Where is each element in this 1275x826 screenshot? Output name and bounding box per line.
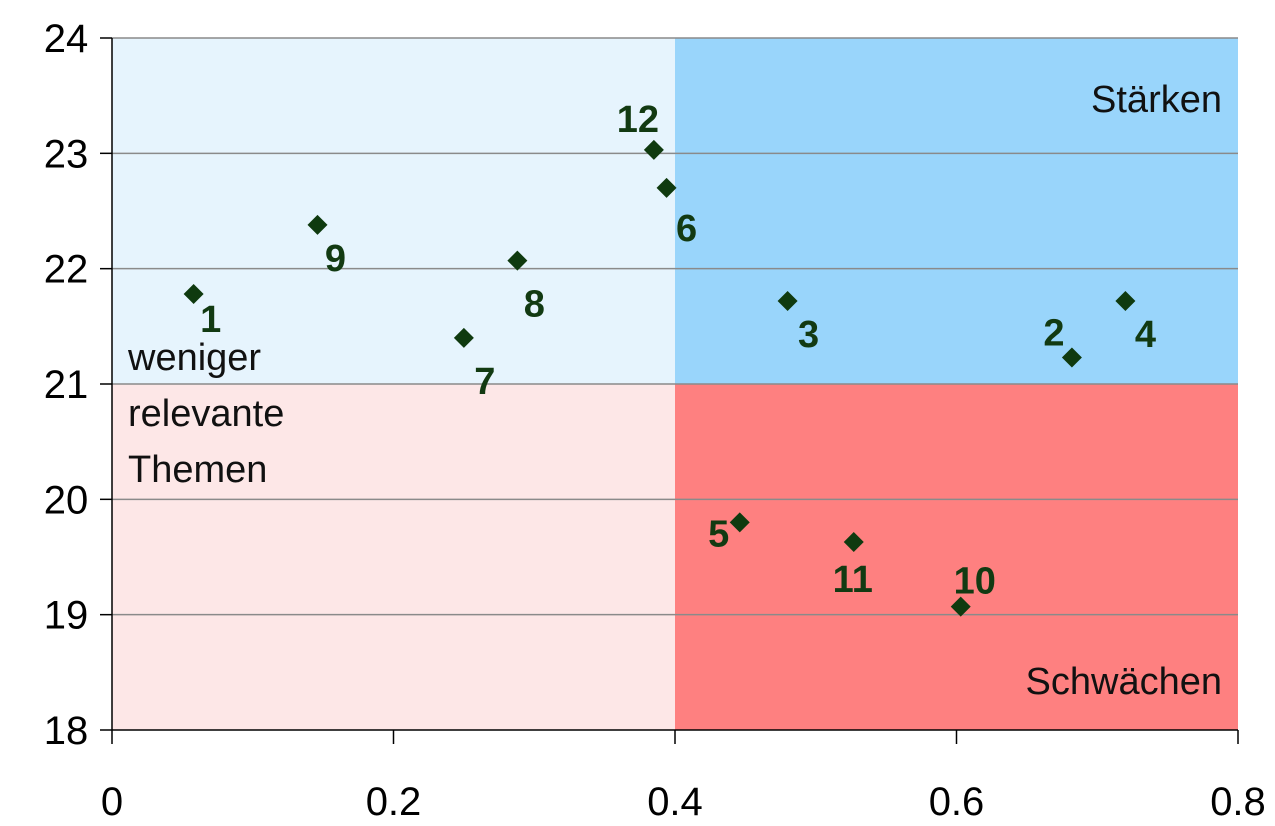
data-point-label: 4 [1135,314,1156,356]
data-point-1 [183,284,204,305]
x-tick-label: 0 [101,780,123,824]
y-tick-label: 22 [44,248,89,292]
y-tick-label: 23 [44,132,89,176]
data-point-10 [950,596,971,617]
quadrant-labels: Stärken Schwächen weniger relevante Themen [127,79,1222,703]
axes [100,37,1239,744]
y-tick-label: 18 [44,709,89,753]
zone-label-weniger-relevante-themen: relevante [128,393,284,435]
quadrant-zones [112,38,1238,730]
data-point-label: 7 [474,361,495,403]
data-point-3 [777,290,798,311]
zone-top-left [112,38,675,384]
data-point-5 [729,512,750,533]
zone-label-schwaechen: Schwächen [1026,661,1222,703]
gridlines [112,37,1238,616]
zone-label-staerken: Stärken [1091,79,1222,121]
y-tick-label: 24 [44,17,89,61]
zone-bottom-left [112,384,675,730]
data-point-label: 5 [708,513,729,555]
data-point-8 [507,250,528,271]
zone-top-right [675,38,1238,384]
y-tick-label: 20 [44,478,89,522]
zone-label-weniger-relevante-themen: Themen [128,449,267,491]
x-tick-label: 0.6 [929,780,985,824]
data-point-9 [307,214,328,235]
x-tick-label: 0.2 [366,780,422,824]
data-point-label: 11 [833,559,873,601]
data-point-label: 1 [200,299,221,341]
data-point-label: 9 [325,238,346,280]
data-point-label: 3 [798,314,819,356]
data-point-11 [843,532,864,553]
zone-bottom-right [675,384,1238,730]
data-point-2 [1061,347,1082,368]
data-point-label: 6 [676,208,697,250]
x-tick-label: 0.8 [1210,780,1266,824]
data-point-7 [453,327,474,348]
y-tick-label: 19 [44,594,89,638]
data-point-label: 12 [617,99,659,141]
data-point-6 [656,177,677,198]
data-point-label: 10 [954,561,996,603]
zone-label-weniger-relevante-themen: weniger [127,337,261,379]
data-point-4 [1115,290,1136,311]
data-point-label: 8 [524,284,545,326]
data-point-label: 2 [1043,312,1064,354]
y-tick-label: 21 [44,363,89,407]
x-tick-label: 0.4 [647,780,703,824]
data-point-12 [643,139,664,160]
